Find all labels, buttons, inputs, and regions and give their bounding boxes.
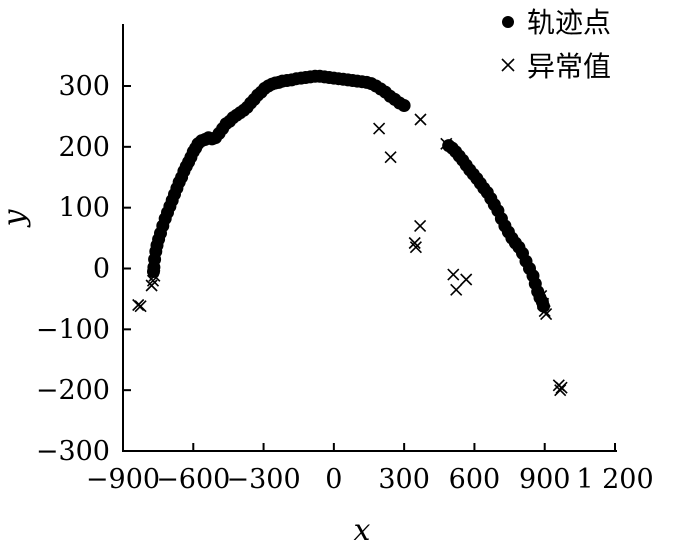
outlier-point — [414, 219, 427, 232]
y-axis-ticks: −300 −200 −100 0 100 200 300 — [36, 71, 131, 467]
legend-label-outlier: 异常值 — [527, 50, 611, 83]
outlier-point — [537, 297, 550, 310]
x-axis-title: x — [354, 513, 371, 546]
outlier-point — [132, 298, 145, 312]
outlier-point — [414, 113, 427, 126]
x-axis-ticks: −900−600−300 0 300 600 900 1 200 — [86, 443, 654, 495]
y-tick-label: −100 — [36, 314, 110, 345]
outlier-point — [148, 269, 161, 282]
outlier-point — [384, 151, 397, 164]
x-tick-label: 1 200 — [576, 464, 653, 495]
outlier-point — [535, 289, 548, 302]
outlier-point — [440, 137, 453, 150]
x-tick-label: 600 — [449, 464, 501, 495]
x-tick-label: 900 — [519, 464, 571, 495]
y-tick-label: 300 — [58, 71, 110, 102]
outlier-point — [134, 300, 147, 313]
outlier-point — [460, 273, 473, 286]
x-tick-label: −300 — [226, 464, 300, 495]
outlier-point — [450, 283, 463, 296]
y-tick-label: 0 — [93, 254, 110, 285]
outlier-point — [373, 122, 386, 135]
trajectory-point — [397, 99, 411, 112]
y-tick-label: −200 — [36, 375, 110, 406]
x-tick-label: −600 — [156, 464, 230, 495]
outlier-point — [409, 241, 422, 254]
y-axis-title: y — [0, 208, 32, 228]
outlier-point — [540, 308, 553, 321]
chart-axes — [122, 24, 617, 452]
outlier-point — [408, 236, 421, 250]
legend-label-trajectory: 轨迹点 — [527, 6, 611, 39]
y-tick-label: 100 — [58, 193, 110, 224]
outlier-point — [447, 268, 460, 281]
legend-marker-trajectory — [502, 16, 514, 28]
legend-marker-outlier — [501, 58, 515, 72]
data-points — [132, 69, 568, 397]
outlier-point — [555, 381, 568, 394]
x-tick-label: 0 — [325, 464, 342, 495]
y-tick-label: 200 — [58, 132, 110, 163]
x-tick-label: 300 — [378, 464, 430, 495]
x-tick-label: −900 — [86, 464, 160, 495]
outlier-point — [145, 279, 158, 292]
chart-legend: 轨迹点 异常值 — [501, 6, 611, 83]
y-tick-label: −300 — [36, 436, 110, 467]
outlier-point — [538, 305, 551, 318]
